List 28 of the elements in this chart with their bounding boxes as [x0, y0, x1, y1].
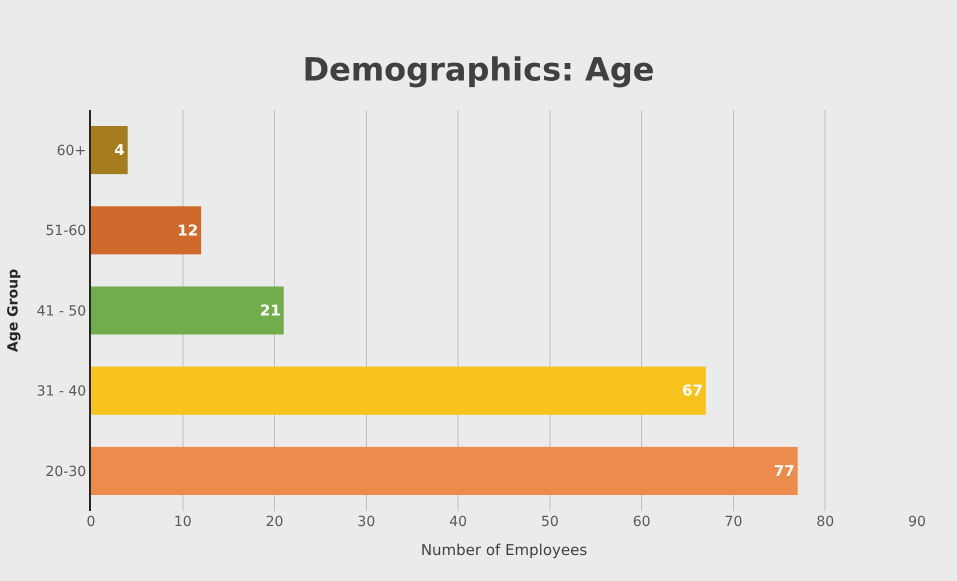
- x-tick-label: 70: [724, 514, 742, 530]
- y-axis-title: Age Group: [6, 268, 22, 352]
- y-tick-label: 51-60: [46, 223, 86, 240]
- x-tick-label: 90: [908, 514, 926, 530]
- x-tick-label: 50: [540, 514, 559, 530]
- data-label: 4: [114, 141, 125, 160]
- x-axis-title: Number of Employees: [420, 541, 588, 559]
- y-tick-label: 41 - 50: [36, 303, 86, 320]
- y-tick-label: 60+: [56, 143, 86, 159]
- x-tick-label: 60: [632, 514, 651, 530]
- y-tick-label: 20-30: [46, 464, 86, 480]
- data-label: 12: [177, 221, 198, 240]
- bar: [91, 126, 128, 174]
- x-tick-label: 10: [174, 514, 192, 530]
- bar: [91, 366, 706, 415]
- data-label: 77: [774, 462, 795, 480]
- x-tick-label: 20: [266, 514, 284, 530]
- chart-title: Demographics: Age: [302, 50, 654, 88]
- bar: [91, 206, 202, 254]
- x-tick-label: 0: [86, 514, 96, 530]
- bar: [91, 286, 284, 335]
- y-tick-label: 31 - 40: [36, 384, 86, 400]
- x-tick-label: 80: [816, 514, 834, 530]
- bar: [91, 446, 798, 495]
- x-tick-label: 40: [449, 514, 468, 530]
- x-tick-label: 30: [357, 514, 376, 530]
- data-label: 67: [682, 382, 703, 400]
- data-label: 21: [260, 302, 281, 320]
